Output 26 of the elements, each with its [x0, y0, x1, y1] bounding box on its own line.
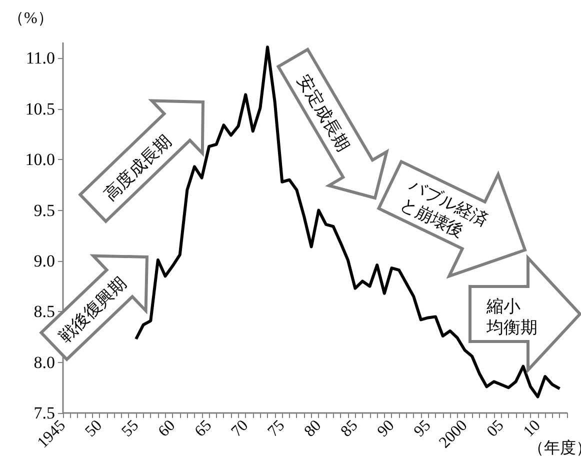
y-tick-label: 8.0 — [34, 352, 55, 372]
y-axis-title: （%） — [8, 9, 54, 29]
annotation: 戦後復興期 — [55, 272, 131, 348]
annotation: 高度成長期 — [100, 130, 176, 206]
annotation: 安定成長期 — [291, 71, 353, 156]
x-tick-label: 55 — [118, 416, 142, 440]
x-tick-label: 90 — [374, 416, 398, 440]
x-tick-label: 10 — [520, 416, 544, 440]
x-tick-label: 70 — [228, 416, 252, 440]
y-tick-label: 10.5 — [25, 99, 55, 118]
x-tick-label: 05 — [484, 416, 508, 440]
y-tick-label: 11.0 — [26, 48, 55, 68]
x-tick-label: 65 — [192, 416, 216, 440]
x-tick-label: 95 — [410, 416, 434, 440]
y-tick-label: 9.5 — [34, 200, 55, 220]
x-tick-label: 85 — [338, 416, 362, 440]
y-tick-label: 9.0 — [34, 251, 55, 270]
y-tick-label: 7.5 — [34, 404, 55, 422]
x-tick-label: 80 — [301, 416, 325, 440]
x-tick-label: 60 — [155, 416, 179, 440]
y-tick-label: 8.5 — [34, 302, 55, 322]
x-tick-label: 50 — [82, 416, 106, 440]
y-tick-label: 10.0 — [25, 150, 55, 170]
x-tick-label: 75 — [264, 416, 288, 440]
annotation: バブル経済と崩壊後 — [395, 175, 491, 244]
annotation: 縮小均衡期 — [486, 296, 538, 339]
